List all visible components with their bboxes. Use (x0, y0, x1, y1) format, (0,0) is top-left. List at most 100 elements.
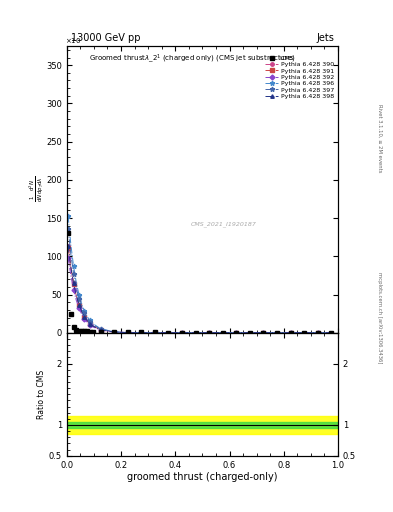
Pythia 6.428 390 (329, 330, 334, 336)
Pythia 6.428 391 (77, 302, 81, 308)
Pythia 6.428 398 (79, 308, 84, 314)
CMS (125, 329, 130, 335)
Pythia 6.428 392 (139, 330, 144, 336)
Pythia 6.428 392 (90, 324, 95, 330)
Pythia 6.428 390 (85, 317, 90, 324)
Pythia 6.428 396 (66, 214, 70, 220)
Line: Pythia 6.428 390: Pythia 6.428 390 (66, 245, 333, 334)
Pythia 6.428 392 (77, 305, 81, 311)
Pythia 6.428 390 (180, 330, 184, 336)
Pythia 6.428 390 (261, 330, 266, 336)
X-axis label: groomed thrust (charged-only): groomed thrust (charged-only) (127, 472, 277, 482)
Pythia 6.428 392 (180, 330, 184, 336)
Pythia 6.428 397 (261, 330, 266, 336)
Pythia 6.428 398 (125, 330, 130, 336)
Pythia 6.428 398 (88, 321, 92, 327)
Pythia 6.428 396 (74, 280, 79, 286)
CMS (180, 330, 184, 336)
Pythia 6.428 397 (234, 330, 239, 336)
Pythia 6.428 396 (207, 330, 211, 336)
Pythia 6.428 392 (112, 329, 117, 335)
Pythia 6.428 398 (180, 330, 184, 336)
Pythia 6.428 396 (180, 330, 184, 336)
Pythia 6.428 392 (261, 330, 266, 336)
CMS (302, 330, 307, 336)
CMS (248, 330, 252, 336)
Pythia 6.428 390 (275, 330, 279, 336)
Text: 13000 GeV pp: 13000 GeV pp (71, 33, 140, 44)
Pythia 6.428 391 (152, 330, 157, 336)
CMS (220, 330, 225, 336)
Pythia 6.428 391 (125, 330, 130, 336)
Pythia 6.428 397 (90, 322, 95, 328)
Pythia 6.428 390 (207, 330, 211, 336)
CMS (82, 328, 87, 334)
Pythia 6.428 390 (315, 330, 320, 336)
Pythia 6.428 398 (275, 330, 279, 336)
Pythia 6.428 391 (68, 265, 73, 271)
Pythia 6.428 396 (98, 326, 103, 332)
Pythia 6.428 390 (248, 330, 252, 336)
Pythia 6.428 398 (152, 330, 157, 336)
Text: Jets: Jets (316, 33, 334, 44)
Pythia 6.428 398 (77, 302, 81, 308)
Pythia 6.428 391 (180, 330, 184, 336)
Pythia 6.428 396 (329, 330, 334, 336)
Pythia 6.428 390 (74, 292, 79, 298)
CMS (112, 329, 117, 335)
Pythia 6.428 391 (234, 330, 239, 336)
Pythia 6.428 398 (261, 330, 266, 336)
Pythia 6.428 392 (125, 330, 130, 336)
CMS (193, 330, 198, 336)
CMS (98, 329, 103, 335)
Pythia 6.428 398 (329, 330, 334, 336)
Pythia 6.428 396 (248, 330, 252, 336)
CMS (139, 329, 144, 335)
CMS (77, 328, 81, 334)
Pythia 6.428 391 (82, 314, 87, 320)
Pythia 6.428 391 (193, 330, 198, 336)
Pythia 6.428 396 (261, 330, 266, 336)
Pythia 6.428 398 (220, 330, 225, 336)
Pythia 6.428 396 (193, 330, 198, 336)
Line: Pythia 6.428 397: Pythia 6.428 397 (66, 227, 334, 335)
Pythia 6.428 392 (329, 330, 334, 336)
Pythia 6.428 397 (77, 296, 81, 302)
Line: CMS: CMS (66, 231, 333, 335)
Pythia 6.428 398 (248, 330, 252, 336)
Line: Pythia 6.428 396: Pythia 6.428 396 (66, 214, 334, 335)
Line: Pythia 6.428 398: Pythia 6.428 398 (66, 245, 333, 334)
Pythia 6.428 392 (98, 327, 103, 333)
Pythia 6.428 398 (85, 317, 90, 324)
Pythia 6.428 398 (66, 243, 70, 249)
Pythia 6.428 391 (315, 330, 320, 336)
Pythia 6.428 397 (88, 318, 92, 325)
CMS (234, 330, 239, 336)
CMS (288, 330, 293, 336)
Pythia 6.428 391 (90, 323, 95, 329)
Line: Pythia 6.428 392: Pythia 6.428 392 (66, 256, 333, 334)
Pythia 6.428 396 (166, 330, 171, 336)
Pythia 6.428 396 (82, 308, 87, 314)
Pythia 6.428 390 (220, 330, 225, 336)
Pythia 6.428 391 (74, 293, 79, 299)
Pythia 6.428 397 (71, 270, 76, 276)
Pythia 6.428 397 (66, 226, 70, 232)
CMS (85, 328, 90, 334)
Pythia 6.428 397 (68, 251, 73, 258)
Pythia 6.428 392 (288, 330, 293, 336)
Pythia 6.428 391 (261, 330, 266, 336)
Pythia 6.428 398 (98, 327, 103, 333)
Pythia 6.428 397 (248, 330, 252, 336)
Pythia 6.428 392 (193, 330, 198, 336)
Pythia 6.428 398 (74, 292, 79, 298)
Pythia 6.428 397 (207, 330, 211, 336)
Pythia 6.428 392 (74, 297, 79, 304)
CMS (275, 330, 279, 336)
CMS (68, 311, 73, 317)
Pythia 6.428 391 (220, 330, 225, 336)
Pythia 6.428 390 (152, 330, 157, 336)
Pythia 6.428 396 (220, 330, 225, 336)
Pythia 6.428 392 (88, 322, 92, 328)
Text: CMS_2021_I1920187: CMS_2021_I1920187 (191, 221, 257, 227)
